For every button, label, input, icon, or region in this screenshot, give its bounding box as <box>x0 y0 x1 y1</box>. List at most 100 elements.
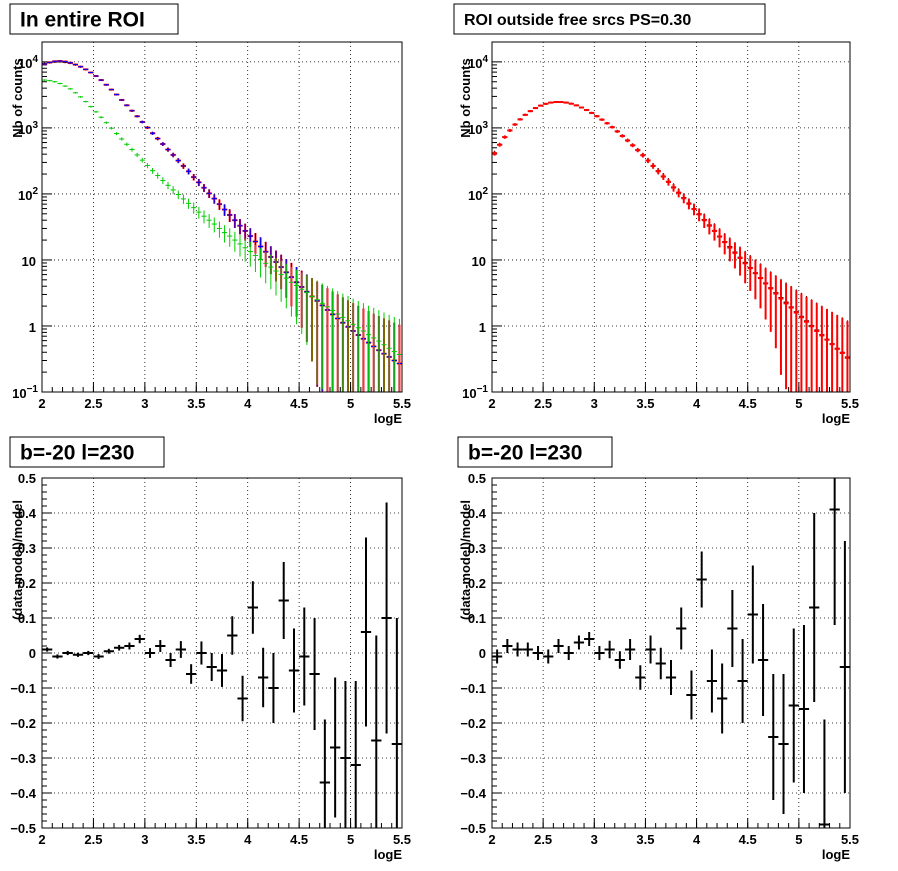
data-point <box>237 675 248 722</box>
data-point <box>527 110 533 113</box>
data-point <box>532 646 544 660</box>
data-point <box>727 238 733 262</box>
data-point <box>492 649 503 664</box>
data-point <box>83 68 89 71</box>
data-point <box>227 616 238 655</box>
data-point <box>532 107 539 110</box>
data-layer <box>42 502 402 828</box>
y-tick-label: 10 <box>22 254 36 269</box>
x-tick-label: 3 <box>591 832 598 847</box>
data-point <box>155 640 166 652</box>
data-point <box>252 245 258 272</box>
data-point <box>165 181 171 190</box>
panel-title-box <box>9 3 179 35</box>
x-tick-label: 2 <box>488 832 495 847</box>
y-tick-label: 103 <box>468 120 488 137</box>
data-point <box>665 178 671 186</box>
data-point <box>768 271 774 332</box>
y-tick-label: 104 <box>468 54 488 71</box>
x-tick-label: 5.5 <box>393 832 411 847</box>
data-point <box>155 136 161 141</box>
data-point <box>350 298 356 392</box>
data-point <box>114 644 125 651</box>
data-point <box>47 61 53 64</box>
data-point <box>819 719 830 828</box>
data-point <box>319 283 325 390</box>
panel-title-box <box>453 3 766 35</box>
data-point <box>124 642 135 650</box>
data-point <box>180 194 186 205</box>
data-point <box>216 654 228 687</box>
y-tick-label: −0.3 <box>10 751 36 766</box>
data-point <box>655 647 666 680</box>
data-point <box>227 228 233 247</box>
x-tick-label: 4.5 <box>290 396 308 411</box>
series-2 <box>492 101 850 392</box>
x-tick-label: 2 <box>38 832 45 847</box>
data-point <box>175 158 181 164</box>
x-tick-label: 4 <box>693 832 701 847</box>
data-point <box>88 105 94 108</box>
x-tick-label: 5 <box>347 396 354 411</box>
data-point <box>93 654 104 659</box>
x-tick-label: 3 <box>141 396 148 411</box>
data-point <box>206 189 212 198</box>
data-point <box>737 639 748 723</box>
data-point <box>201 184 207 192</box>
x-tick-label: 3.5 <box>636 832 654 847</box>
x-tick-label: 2.5 <box>534 832 552 847</box>
x-tick-label: 2.5 <box>534 396 552 411</box>
data-point <box>150 167 156 174</box>
y-tick-label: 0.3 <box>468 541 486 556</box>
data-point <box>645 635 656 664</box>
data-point <box>52 60 58 63</box>
data-point <box>98 79 104 81</box>
data-point <box>706 649 718 713</box>
data-point <box>294 269 300 325</box>
data-point <box>175 641 186 658</box>
panel-title: In entire ROI <box>20 9 145 32</box>
data-point <box>809 299 815 392</box>
x-axis-title: logE <box>822 411 850 426</box>
y-tick-label: 0.1 <box>18 611 36 626</box>
data-point <box>201 210 207 224</box>
y-tick-label: −0.4 <box>10 786 36 801</box>
data-point <box>165 653 176 667</box>
data-point <box>196 641 207 665</box>
y-tick-label: −0.5 <box>10 821 36 836</box>
data-point <box>604 122 610 125</box>
data-point <box>507 129 513 132</box>
y-tick-label: 0.3 <box>18 541 36 556</box>
data-point <box>681 193 687 204</box>
data-point <box>803 296 810 392</box>
data-point <box>742 251 748 284</box>
plot-area <box>492 478 850 828</box>
x-axis-title: logE <box>822 847 850 862</box>
y-tick-label: 0.4 <box>468 506 487 521</box>
data-point <box>83 650 94 656</box>
data-point <box>614 651 625 669</box>
data-point <box>232 231 238 252</box>
data-point <box>237 235 243 257</box>
data-point <box>824 309 830 392</box>
y-tick-label: 10−1 <box>462 384 488 401</box>
data-layer <box>492 101 850 392</box>
data-point <box>268 254 274 290</box>
data-point <box>829 478 840 625</box>
data-point <box>512 642 523 657</box>
data-point <box>278 562 289 639</box>
data-point <box>717 663 728 734</box>
data-point <box>645 158 651 164</box>
data-point <box>124 142 130 147</box>
data-point <box>103 83 109 86</box>
x-axis-title: logE <box>374 847 402 862</box>
data-point <box>686 670 697 720</box>
data-point <box>103 121 109 124</box>
data-point <box>624 639 636 660</box>
data-point <box>78 96 84 98</box>
data-point <box>57 82 63 85</box>
data-point <box>211 217 217 233</box>
data-point <box>573 635 585 650</box>
data-point <box>222 225 228 243</box>
